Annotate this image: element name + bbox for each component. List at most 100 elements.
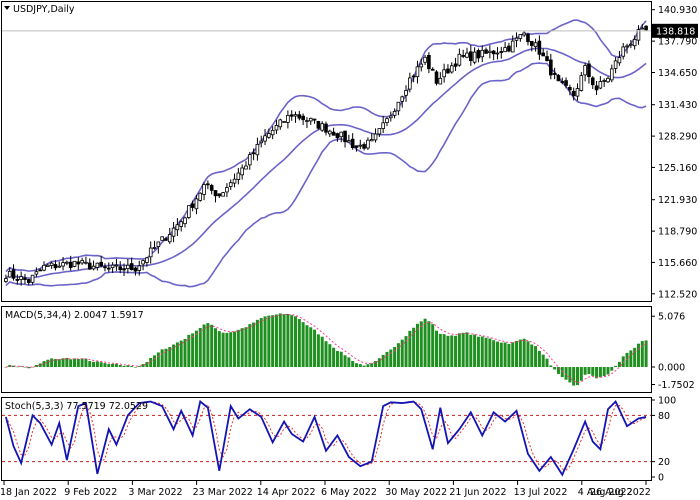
candle-body: [206, 183, 210, 186]
candle-body: [148, 247, 153, 258]
macd-bar: [12, 365, 16, 367]
macd-bar: [130, 366, 134, 367]
macd-bar: [210, 324, 214, 367]
macd-bar: [358, 364, 362, 367]
candle: [347, 134, 351, 143]
price-tick-label: 115.660: [658, 258, 697, 269]
candle: [19, 271, 23, 286]
date-tick-label: 14 Apr 2022: [257, 487, 316, 498]
candle: [632, 35, 637, 50]
candle-body: [354, 145, 359, 148]
candle: [507, 42, 511, 53]
candle: [434, 70, 439, 86]
candle-body: [217, 193, 222, 197]
candle-body: [583, 65, 587, 76]
candle: [148, 241, 153, 264]
macd-bar: [621, 356, 625, 367]
price-tick-label: 140.930: [658, 5, 697, 16]
macd-bar: [316, 334, 320, 367]
candle: [263, 129, 267, 146]
macd-bar: [583, 367, 587, 375]
macd-bar: [297, 319, 301, 367]
candle-body: [187, 205, 191, 218]
candle: [388, 111, 393, 122]
macd-bar: [560, 367, 564, 378]
candle-body: [522, 32, 526, 36]
macd-bar: [610, 367, 614, 371]
candle-body: [145, 257, 149, 263]
candle: [373, 128, 378, 143]
candle: [49, 261, 54, 269]
candle-body: [415, 66, 420, 78]
candle: [629, 40, 633, 49]
macd-bar: [511, 342, 515, 367]
candle-body: [167, 234, 172, 243]
macd-bar: [393, 347, 397, 367]
candle: [472, 47, 477, 65]
candle-body: [19, 276, 23, 280]
macd-bar: [72, 358, 76, 367]
macd-bar: [122, 365, 126, 367]
macd-bar: [415, 323, 419, 367]
dropdown-triangle-icon[interactable]: [4, 6, 10, 10]
macd-bar: [31, 366, 35, 368]
macd-bar: [507, 343, 511, 367]
candle: [343, 130, 347, 148]
candle-body: [259, 140, 264, 144]
candle: [282, 121, 286, 123]
macd-bar: [133, 367, 137, 368]
candle-body: [331, 131, 336, 136]
candle-body: [103, 266, 107, 269]
macd-bar: [636, 343, 640, 367]
price-tick-label: 128.290: [658, 132, 697, 143]
macd-bar: [172, 344, 176, 367]
macd-bar: [503, 342, 507, 367]
candle-body: [141, 260, 145, 265]
macd-bar: [194, 330, 198, 367]
candle-body: [568, 87, 572, 91]
candle: [385, 117, 389, 127]
candle: [297, 110, 302, 121]
candle: [510, 35, 515, 53]
candle: [590, 76, 595, 90]
candle-body: [617, 57, 622, 64]
macd-bar: [572, 367, 576, 386]
candle: [575, 83, 580, 101]
price-tick-label: 112.520: [658, 289, 697, 300]
candle: [7, 267, 12, 278]
candle-body: [587, 63, 591, 77]
candle-body: [164, 238, 168, 241]
macd-bar: [400, 339, 404, 367]
candle-body: [72, 260, 77, 267]
candle: [217, 193, 222, 198]
candle: [381, 115, 385, 133]
price-tick-label: 137.790: [658, 37, 697, 48]
candle: [488, 45, 492, 59]
macd-bar: [164, 348, 168, 367]
macd-bar: [419, 321, 423, 367]
candle-body: [198, 192, 203, 201]
macd-bar: [644, 340, 648, 367]
candle: [68, 255, 73, 271]
candle: [556, 74, 561, 82]
date-tick-label: 13 Jul 2022: [514, 487, 568, 498]
candle-body: [61, 262, 65, 267]
candle-body: [408, 77, 412, 90]
candle: [331, 127, 336, 136]
candle: [320, 121, 324, 132]
candle: [636, 25, 641, 45]
candle: [583, 62, 587, 82]
macd-bar: [160, 349, 164, 367]
macd-tick-label: 5.076: [658, 312, 685, 323]
candle-body: [171, 227, 176, 237]
candle-body: [286, 115, 290, 123]
macd-bar: [309, 327, 313, 367]
stoch-levels: [2, 414, 651, 463]
macd-bar: [339, 351, 343, 367]
macd-bar: [236, 329, 240, 367]
candle: [514, 32, 519, 48]
candle-body: [575, 88, 580, 97]
macd-bar: [4, 367, 8, 368]
date-tick-label: 3 Mar 2022: [128, 487, 182, 498]
